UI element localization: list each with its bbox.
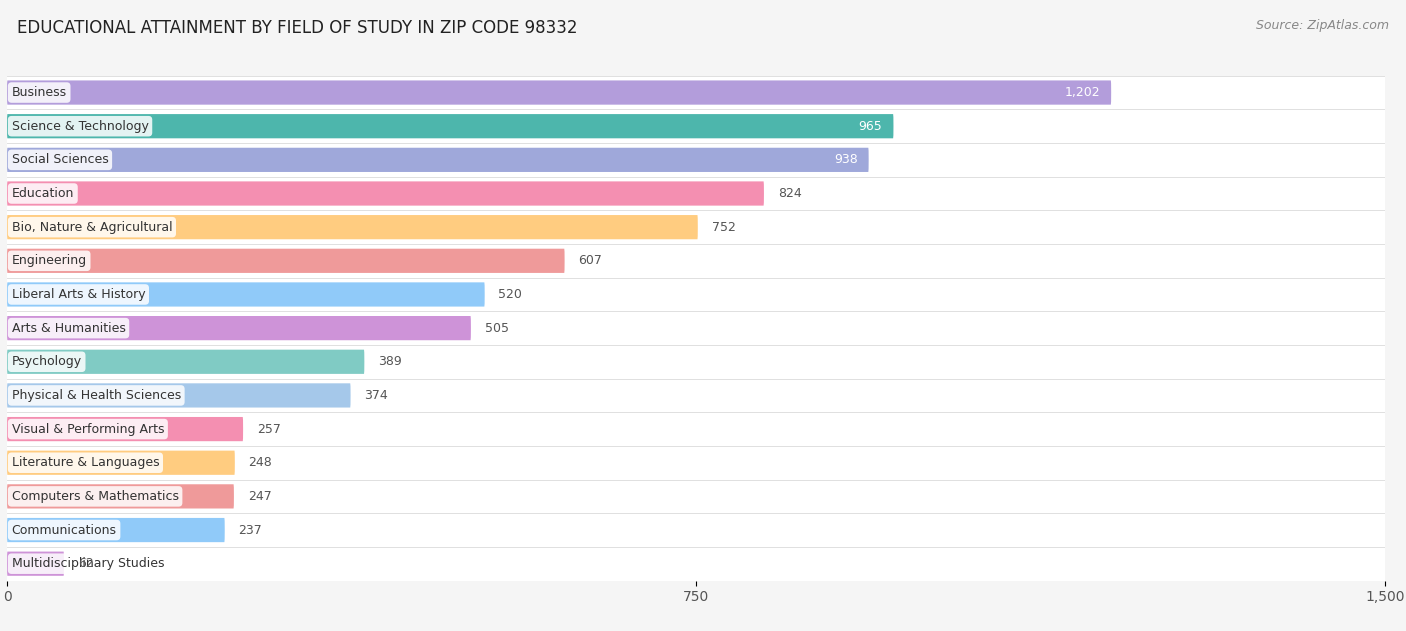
FancyBboxPatch shape [7, 114, 893, 138]
FancyBboxPatch shape [7, 80, 1111, 105]
Text: Source: ZipAtlas.com: Source: ZipAtlas.com [1256, 19, 1389, 32]
FancyBboxPatch shape [7, 181, 763, 206]
Text: 752: 752 [711, 221, 735, 233]
Text: 248: 248 [249, 456, 273, 469]
FancyBboxPatch shape [7, 316, 471, 340]
FancyBboxPatch shape [7, 518, 225, 542]
FancyBboxPatch shape [7, 480, 1385, 513]
FancyBboxPatch shape [7, 244, 1385, 278]
FancyBboxPatch shape [7, 148, 869, 172]
FancyBboxPatch shape [7, 210, 1385, 244]
Text: 374: 374 [364, 389, 388, 402]
FancyBboxPatch shape [7, 109, 1385, 143]
FancyBboxPatch shape [7, 282, 485, 307]
FancyBboxPatch shape [7, 451, 235, 475]
Text: 938: 938 [834, 153, 858, 167]
FancyBboxPatch shape [7, 311, 1385, 345]
Text: Bio, Nature & Agricultural: Bio, Nature & Agricultural [11, 221, 173, 233]
FancyBboxPatch shape [7, 215, 697, 239]
FancyBboxPatch shape [7, 417, 243, 441]
Text: Education: Education [11, 187, 75, 200]
Text: Liberal Arts & History: Liberal Arts & History [11, 288, 145, 301]
Text: 505: 505 [485, 322, 509, 334]
Text: 257: 257 [257, 423, 281, 435]
Text: Computers & Mathematics: Computers & Mathematics [11, 490, 179, 503]
FancyBboxPatch shape [7, 177, 1385, 210]
Text: EDUCATIONAL ATTAINMENT BY FIELD OF STUDY IN ZIP CODE 98332: EDUCATIONAL ATTAINMENT BY FIELD OF STUDY… [17, 19, 578, 37]
Text: Psychology: Psychology [11, 355, 82, 369]
FancyBboxPatch shape [7, 143, 1385, 177]
FancyBboxPatch shape [7, 345, 1385, 379]
FancyBboxPatch shape [7, 76, 1385, 109]
FancyBboxPatch shape [7, 278, 1385, 311]
FancyBboxPatch shape [7, 383, 350, 408]
Text: Literature & Languages: Literature & Languages [11, 456, 159, 469]
Text: Engineering: Engineering [11, 254, 87, 268]
Text: Social Sciences: Social Sciences [11, 153, 108, 167]
Text: 1,202: 1,202 [1064, 86, 1099, 99]
Text: Science & Technology: Science & Technology [11, 120, 149, 133]
FancyBboxPatch shape [7, 249, 565, 273]
FancyBboxPatch shape [7, 350, 364, 374]
FancyBboxPatch shape [7, 513, 1385, 547]
Text: 247: 247 [247, 490, 271, 503]
FancyBboxPatch shape [7, 446, 1385, 480]
Text: Physical & Health Sciences: Physical & Health Sciences [11, 389, 181, 402]
Text: 965: 965 [859, 120, 883, 133]
Text: 824: 824 [778, 187, 801, 200]
FancyBboxPatch shape [7, 412, 1385, 446]
FancyBboxPatch shape [7, 551, 65, 576]
FancyBboxPatch shape [7, 547, 1385, 581]
Text: 389: 389 [378, 355, 402, 369]
Text: 520: 520 [499, 288, 523, 301]
Text: Communications: Communications [11, 524, 117, 536]
Text: Visual & Performing Arts: Visual & Performing Arts [11, 423, 165, 435]
FancyBboxPatch shape [7, 379, 1385, 412]
Text: Arts & Humanities: Arts & Humanities [11, 322, 125, 334]
Text: 237: 237 [239, 524, 263, 536]
FancyBboxPatch shape [7, 484, 233, 509]
Text: 62: 62 [77, 557, 94, 570]
Text: Multidisciplinary Studies: Multidisciplinary Studies [11, 557, 165, 570]
Text: 607: 607 [578, 254, 602, 268]
Text: Business: Business [11, 86, 66, 99]
